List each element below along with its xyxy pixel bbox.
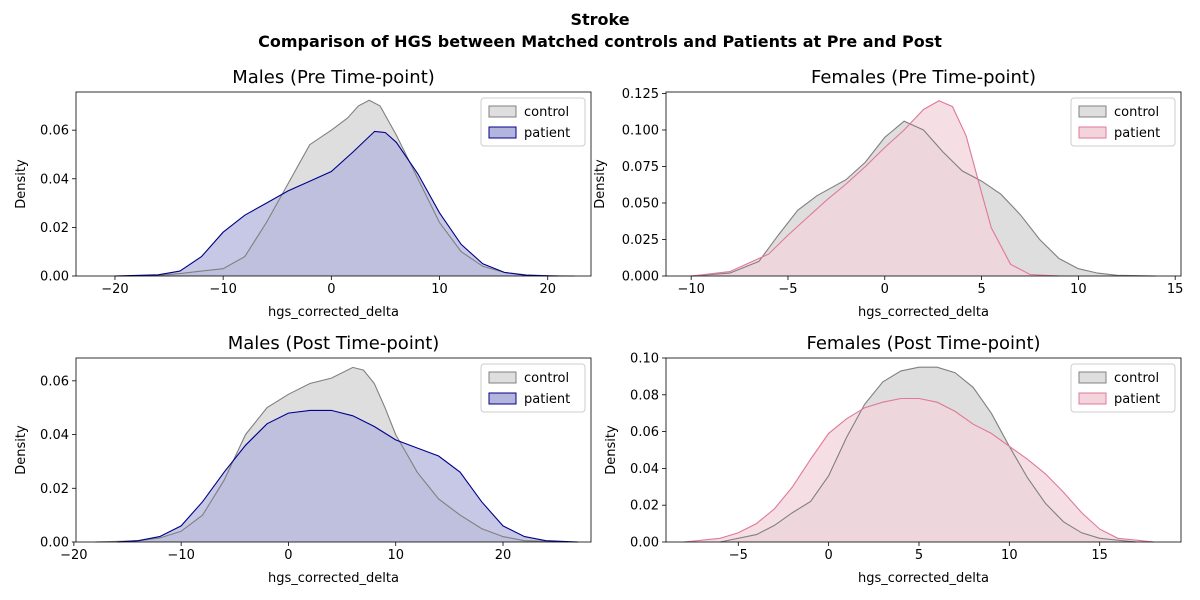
y-axis-label: Density — [14, 159, 29, 209]
subplot-title: Males (Post Time-point) — [228, 333, 440, 354]
y-tick-label: 0.025 — [622, 233, 659, 248]
subplot-1: −20 −10 0 10 20 0.00 0.02 0.04 0.06 Males (Pre Ti… — [14, 67, 592, 320]
x-tick-label: 10 — [1001, 548, 1018, 563]
y-tick-label: 0.02 — [40, 221, 69, 236]
axes-frame — [665, 91, 1182, 277]
legend-swatch-patient — [488, 126, 517, 139]
y-tick-label: 0.04 — [630, 462, 659, 477]
series-area-patient — [116, 410, 579, 542]
x-axis-label: hgs_corrected_delta — [268, 305, 399, 320]
figure-title: Stroke — [570, 10, 630, 29]
legend-swatch-patient — [1078, 392, 1107, 405]
x-tick-label: −20 — [101, 282, 128, 297]
legend: control patient — [1070, 363, 1176, 413]
x-tick-label: 10 — [431, 282, 448, 297]
legend: control patient — [480, 363, 586, 413]
x-axis-label: hgs_corrected_delta — [858, 305, 989, 320]
legend-label-control: control — [524, 371, 569, 386]
x-tick-label: 0 — [881, 282, 889, 297]
y-tick-label: 0.00 — [40, 270, 69, 285]
x-tick-label: −20 — [60, 548, 87, 563]
subplot-title: Females (Post Time-point) — [806, 333, 1040, 354]
y-tick-label: 0.06 — [630, 425, 659, 440]
legend: control patient — [480, 97, 586, 147]
y-tick-label: 0.02 — [40, 482, 69, 497]
series-line-patient — [114, 130, 559, 277]
figure-subtitle: Comparison of HGS between Matched contro… — [258, 32, 942, 51]
axes-frame — [75, 91, 592, 277]
legend-label-control: control — [524, 105, 569, 120]
x-tick-label: 10 — [1070, 282, 1087, 297]
legend-label-patient: patient — [1114, 126, 1160, 141]
series-area-patient — [684, 398, 1154, 542]
series-line-control — [720, 366, 1136, 543]
x-tick-label: 0 — [824, 548, 832, 563]
y-tick-label: 0.04 — [40, 428, 69, 443]
y-tick-label: 0.125 — [622, 87, 659, 102]
x-tick-label: 0 — [327, 282, 335, 297]
subplot-2: −10 −5 0 5 10 15 0.000 0.025 0.050 0.075 0.100 0.12… — [593, 67, 1183, 320]
y-tick-label: 0.050 — [622, 196, 659, 211]
x-tick-label: 5 — [915, 548, 923, 563]
axes-frame — [75, 357, 592, 543]
x-tick-label: 15 — [1091, 548, 1108, 563]
series-line-control — [691, 120, 1156, 277]
x-tick-label: −10 — [167, 548, 194, 563]
x-tick-label: 10 — [387, 548, 404, 563]
x-tick-label: 0 — [284, 548, 292, 563]
y-tick-label: 0.00 — [40, 536, 69, 551]
subplot-3: −20 −10 0 10 20 0.00 0.02 0.04 0.06 Males (Post T… — [14, 333, 592, 586]
series-line-patient — [691, 100, 1060, 277]
x-tick-label: 20 — [539, 282, 556, 297]
series-line-control — [114, 99, 575, 277]
series-line-patient — [116, 409, 579, 543]
y-tick-label: 0.06 — [40, 124, 69, 139]
x-tick-label: −10 — [209, 282, 236, 297]
x-axis-label: hgs_corrected_delta — [268, 571, 399, 586]
series-area-patient — [114, 131, 559, 276]
legend-swatch-control — [1078, 371, 1107, 384]
series-line-patient — [684, 397, 1154, 543]
x-axis-label: hgs_corrected_delta — [858, 571, 989, 586]
y-axis-label: Density — [604, 425, 619, 475]
legend-label-patient: patient — [1114, 392, 1160, 407]
series-area-patient — [691, 100, 1059, 276]
y-tick-label: 0.02 — [630, 499, 659, 514]
legend-swatch-control — [488, 105, 517, 118]
y-tick-label: 0.075 — [622, 160, 659, 175]
legend-swatch-patient — [1078, 126, 1107, 139]
y-tick-label: 0.08 — [630, 388, 659, 403]
x-tick-label: −10 — [677, 282, 704, 297]
legend-label-patient: patient — [524, 392, 570, 407]
y-tick-label: 0.100 — [622, 123, 659, 138]
legend-label-patient: patient — [524, 126, 570, 141]
x-tick-label: 5 — [977, 282, 985, 297]
legend: control patient — [1070, 97, 1176, 147]
y-tick-label: 0.00 — [630, 536, 659, 551]
y-tick-label: 0.10 — [630, 352, 659, 367]
y-tick-label: 0.04 — [40, 172, 69, 187]
subplot-4: −5 0 5 10 15 0.00 0.02 0.04 0.06 0.08 0.10 Females … — [604, 333, 1182, 586]
legend-swatch-control — [1078, 105, 1107, 118]
axes-frame — [665, 357, 1182, 543]
legend-label-control: control — [1114, 105, 1159, 120]
x-tick-label: 15 — [1167, 282, 1184, 297]
legend-swatch-patient — [488, 392, 517, 405]
x-tick-label: −5 — [729, 548, 748, 563]
subplot-title: Males (Pre Time-point) — [232, 67, 435, 88]
x-tick-label: 20 — [495, 548, 512, 563]
legend-label-control: control — [1114, 371, 1159, 386]
x-tick-label: −5 — [778, 282, 797, 297]
y-tick-label: 0.000 — [622, 270, 659, 285]
subplot-title: Females (Pre Time-point) — [811, 67, 1036, 88]
y-tick-label: 0.06 — [40, 374, 69, 389]
legend-swatch-control — [488, 371, 517, 384]
y-axis-label: Density — [14, 425, 29, 475]
y-axis-label: Density — [593, 159, 608, 209]
series-line-control — [95, 366, 568, 543]
